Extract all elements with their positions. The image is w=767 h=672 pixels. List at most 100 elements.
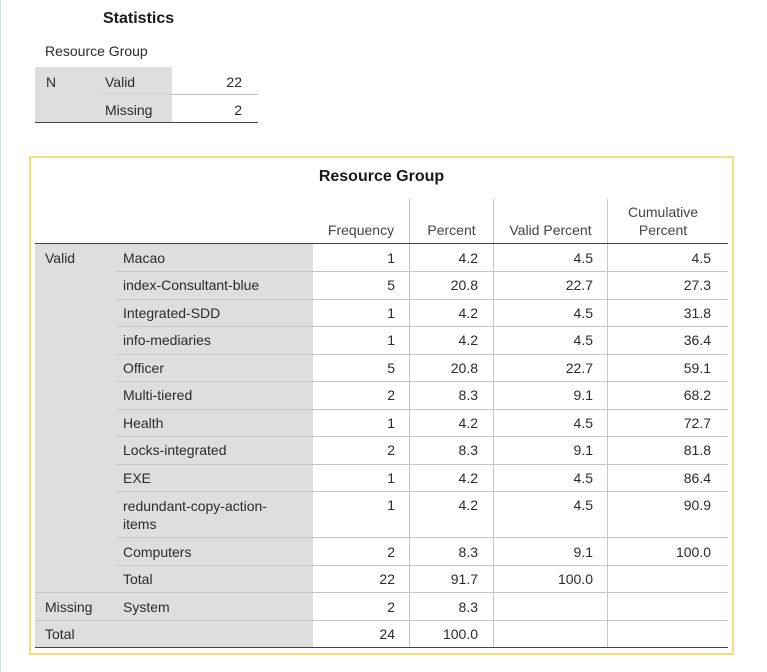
table-row-label: EXE — [123, 470, 152, 486]
table-cell-percent: 20.8 — [450, 277, 478, 293]
missing-frequency: 2 — [387, 599, 395, 615]
table-row-label: Integrated-SDD — [123, 305, 221, 321]
table-row-label: Health — [123, 415, 164, 431]
statistics-title: Statistics — [103, 10, 175, 27]
missing-percent: 8.3 — [458, 599, 478, 615]
table-cell-valid-percent: 4.5 — [573, 305, 593, 321]
statistics-row-divider — [172, 94, 258, 95]
table-row-label: info-mediaries — [123, 332, 211, 348]
table-cell-percent: 8.3 — [458, 387, 478, 403]
table-row-label: Multi-tiered — [123, 387, 193, 403]
missing-row-label: System — [123, 599, 170, 615]
table-cell-frequency: 1 — [387, 470, 395, 486]
table-row-label: Computers — [123, 544, 192, 560]
table-row-label: index-Consultant-blue — [123, 277, 260, 293]
table-cell-percent: 4.2 — [458, 470, 478, 486]
table-cell-percent: 4.2 — [458, 332, 478, 348]
table-row-label: Macao — [123, 250, 166, 266]
column-divider — [409, 244, 410, 647]
statistics-valid-value: 22 — [226, 74, 242, 90]
row-separator — [35, 592, 728, 593]
table-cell-cumulative: 31.8 — [683, 305, 711, 321]
statistics-valid-label: Valid — [105, 74, 136, 90]
table-cell-frequency: 1 — [387, 250, 395, 266]
table-cell-percent: 8.3 — [458, 442, 478, 458]
row-separator — [117, 409, 728, 410]
table-row-label: redundant-copy-action-items — [123, 498, 267, 532]
table-cell-percent: 4.2 — [458, 497, 478, 513]
table-row-label: Officer — [123, 360, 164, 376]
table-cell-frequency: 1 — [387, 497, 395, 513]
table-cell-frequency: 1 — [387, 332, 395, 348]
table-cell-valid-percent: 9.1 — [573, 442, 593, 458]
column-divider — [493, 244, 494, 647]
row-separator — [117, 565, 728, 566]
header-divider — [493, 199, 494, 243]
table-cell-percent: 20.8 — [450, 360, 478, 376]
group-label-total: Total — [45, 626, 75, 642]
table-cell-percent: 8.3 — [458, 544, 478, 560]
table-cell-cumulative: 100.0 — [675, 544, 711, 560]
grand-total-frequency: 24 — [379, 626, 395, 642]
table-cell-frequency: 5 — [387, 360, 395, 376]
table-cell-valid-percent: 4.5 — [573, 415, 593, 431]
table-cell-cumulative: 86.4 — [683, 470, 711, 486]
frequency-table[interactable]: Resource Group Frequency Percent Valid P… — [29, 156, 734, 655]
table-cell-valid-percent: 4.5 — [573, 497, 593, 513]
table-cell-frequency: 2 — [387, 387, 395, 403]
row-separator — [117, 491, 728, 492]
cumulative-header-line1: Cumulative — [627, 204, 699, 220]
row-separator — [117, 381, 728, 382]
row-separator — [117, 271, 728, 272]
frequency-table-title: Resource Group — [318, 168, 445, 185]
statistics-table[interactable]: N Valid 22 Missing 2 — [35, 67, 258, 123]
table-cell-percent: 4.2 — [458, 415, 478, 431]
column-header-cumulative-percent: Cumulative Percent — [608, 203, 718, 239]
table-cell-cumulative: 27.3 — [683, 277, 711, 293]
valid-total-label: Total — [123, 571, 153, 587]
viewer-left-border — [0, 0, 1, 672]
table-cell-frequency: 2 — [387, 442, 395, 458]
table-cell-cumulative: 81.8 — [683, 442, 711, 458]
row-separator — [117, 354, 728, 355]
row-separator — [117, 299, 728, 300]
statistics-missing-label: Missing — [105, 102, 153, 118]
valid-total-percent: 91.7 — [450, 571, 478, 587]
table-bottom-rule — [35, 647, 728, 648]
table-cell-valid-percent: 22.7 — [565, 360, 593, 376]
row-separator — [117, 464, 728, 465]
table-cell-percent: 4.2 — [458, 250, 478, 266]
valid-total-valid-percent: 100.0 — [557, 571, 593, 587]
row-separator — [117, 537, 728, 538]
table-cell-frequency: 1 — [387, 305, 395, 321]
valid-total-frequency: 22 — [379, 571, 395, 587]
column-header-valid-percent: Valid Percent — [509, 222, 592, 238]
header-rule — [35, 243, 728, 244]
row-label-area — [35, 244, 313, 647]
header-divider — [409, 199, 410, 243]
table-cell-frequency: 1 — [387, 415, 395, 431]
table-cell-cumulative: 36.4 — [683, 332, 711, 348]
table-cell-valid-percent: 9.1 — [573, 544, 593, 560]
row-separator — [117, 326, 728, 327]
row-separator — [35, 620, 728, 621]
table-cell-valid-percent: 9.1 — [573, 387, 593, 403]
group-label-valid: Valid — [45, 250, 76, 266]
row-separator — [117, 436, 728, 437]
table-cell-cumulative: 72.7 — [683, 415, 711, 431]
grand-total-percent: 100.0 — [442, 626, 478, 642]
table-cell-frequency: 5 — [387, 277, 395, 293]
table-cell-valid-percent: 22.7 — [565, 277, 593, 293]
table-cell-percent: 4.2 — [458, 305, 478, 321]
statistics-n-label: N — [46, 74, 57, 90]
statistics-row-divider-stub — [102, 94, 172, 95]
table-row-label: Locks-integrated — [123, 442, 227, 458]
table-cell-valid-percent: 4.5 — [573, 470, 593, 486]
table-cell-cumulative: 90.9 — [683, 497, 711, 513]
table-cell-valid-percent: 4.5 — [573, 250, 593, 266]
group-label-missing: Missing — [45, 599, 93, 615]
table-cell-cumulative: 59.1 — [683, 360, 711, 376]
table-cell-cumulative: 68.2 — [683, 387, 711, 403]
column-header-percent: Percent — [427, 222, 476, 238]
table-cell-cumulative: 4.5 — [691, 250, 711, 266]
